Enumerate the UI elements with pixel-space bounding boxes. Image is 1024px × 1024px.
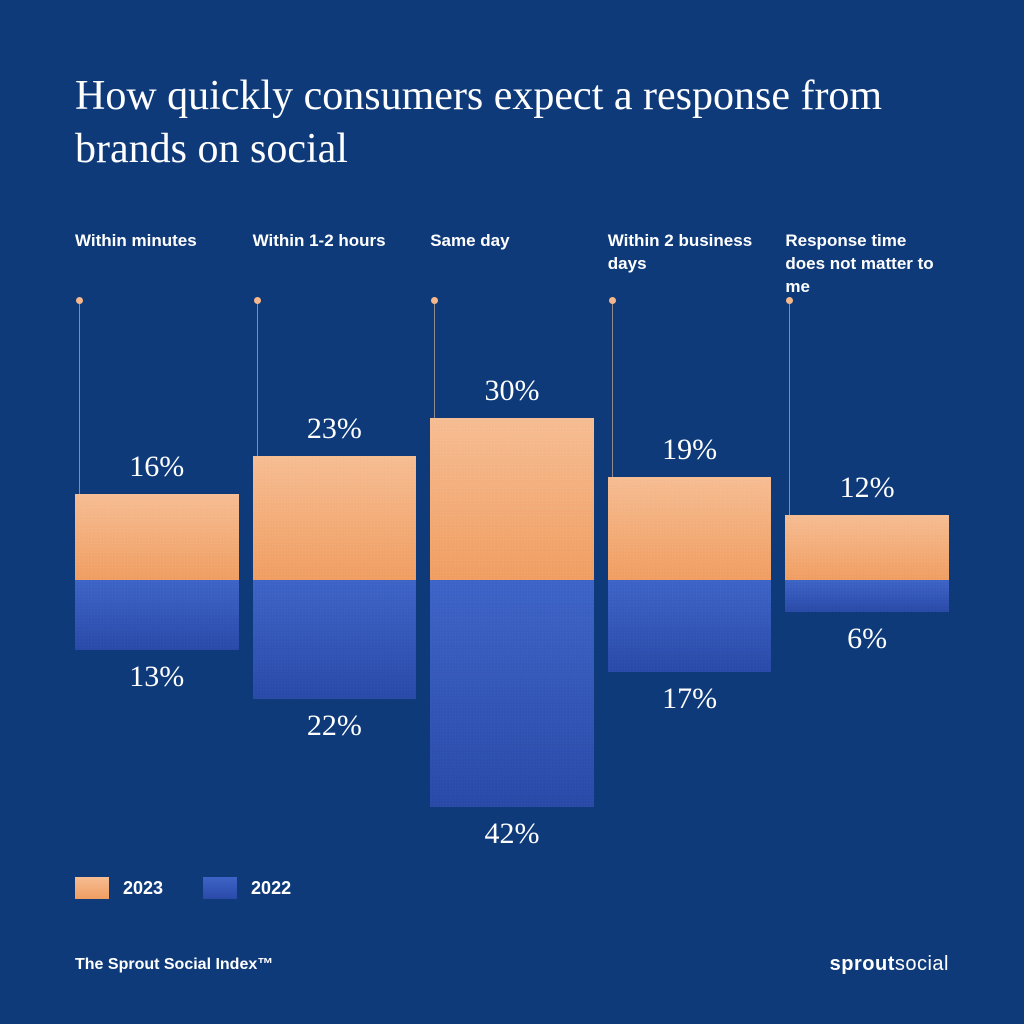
bar-pair: 30% 42% (430, 418, 594, 807)
chart-column: Within 1-2 hours 23% 22% (253, 230, 417, 974)
value-label-bottom: 22% (253, 699, 417, 743)
pin-dot-icon (609, 297, 616, 304)
category-label: Within 2 business days (608, 230, 772, 300)
bar-top (75, 494, 239, 580)
chart-column: Response time does not matter to me 12% … (785, 230, 949, 974)
value-label-top: 30% (430, 374, 594, 418)
pin-wrap: 16% 13% (75, 300, 239, 974)
value-label-top: 12% (785, 471, 949, 515)
brand-logo: sproutsocial (830, 953, 949, 976)
value-label-top: 16% (75, 450, 239, 494)
value-label-bottom: 42% (430, 807, 594, 851)
infographic-container: How quickly consumers expect a response … (0, 0, 1024, 1024)
legend-swatch (203, 877, 237, 899)
bar-bottom: 42% (430, 580, 594, 807)
bar-bottom: 22% (253, 580, 417, 699)
pin-wrap: 19% 17% (608, 300, 772, 974)
pin-wrap: 30% 42% (430, 300, 594, 974)
pin-dot-icon (76, 297, 83, 304)
bar-bottom: 17% (608, 580, 772, 672)
pin-wrap: 12% 6% (785, 300, 949, 974)
chart-column: Within minutes 16% 13% (75, 230, 239, 974)
chart-columns: Within minutes 16% 13% Within 1-2 hours (75, 230, 949, 974)
bar-pair: 19% 17% (608, 477, 772, 671)
bar-top (430, 418, 594, 580)
legend-swatch (75, 877, 109, 899)
chart-title: How quickly consumers expect a response … (75, 70, 949, 175)
value-label-bottom: 6% (785, 612, 949, 656)
pin-dot-icon (254, 297, 261, 304)
bar-top (785, 515, 949, 580)
bar-top (608, 477, 772, 580)
pin-dot-icon (786, 297, 793, 304)
category-label: Response time does not matter to me (785, 230, 949, 300)
pin-wrap: 23% 22% (253, 300, 417, 974)
chart-area: Within minutes 16% 13% Within 1-2 hours (75, 230, 949, 974)
bar-pair: 12% 6% (785, 515, 949, 612)
legend: 2023 2022 (75, 877, 291, 899)
legend-item: 2022 (203, 877, 291, 899)
bar-bottom: 6% (785, 580, 949, 612)
value-label-bottom: 13% (75, 650, 239, 694)
category-label: Within 1-2 hours (253, 230, 417, 300)
footer: The Sprout Social Index™ sproutsocial (75, 953, 949, 976)
pin-dot-icon (431, 297, 438, 304)
legend-item: 2023 (75, 877, 163, 899)
source-label: The Sprout Social Index™ (75, 956, 273, 974)
category-label: Within minutes (75, 230, 239, 300)
value-label-top: 23% (253, 412, 417, 456)
chart-column: Within 2 business days 19% 17% (608, 230, 772, 974)
bar-top (253, 456, 417, 580)
legend-label: 2022 (251, 878, 291, 899)
bar-pair: 16% 13% (75, 494, 239, 651)
value-label-bottom: 17% (608, 672, 772, 716)
value-label-top: 19% (608, 433, 772, 477)
bar-bottom: 13% (75, 580, 239, 650)
bar-pair: 23% 22% (253, 456, 417, 699)
chart-column: Same day 30% 42% (430, 230, 594, 974)
legend-label: 2023 (123, 878, 163, 899)
brand-bold: sprout (830, 953, 895, 975)
category-label: Same day (430, 230, 594, 300)
brand-light: social (895, 953, 949, 975)
